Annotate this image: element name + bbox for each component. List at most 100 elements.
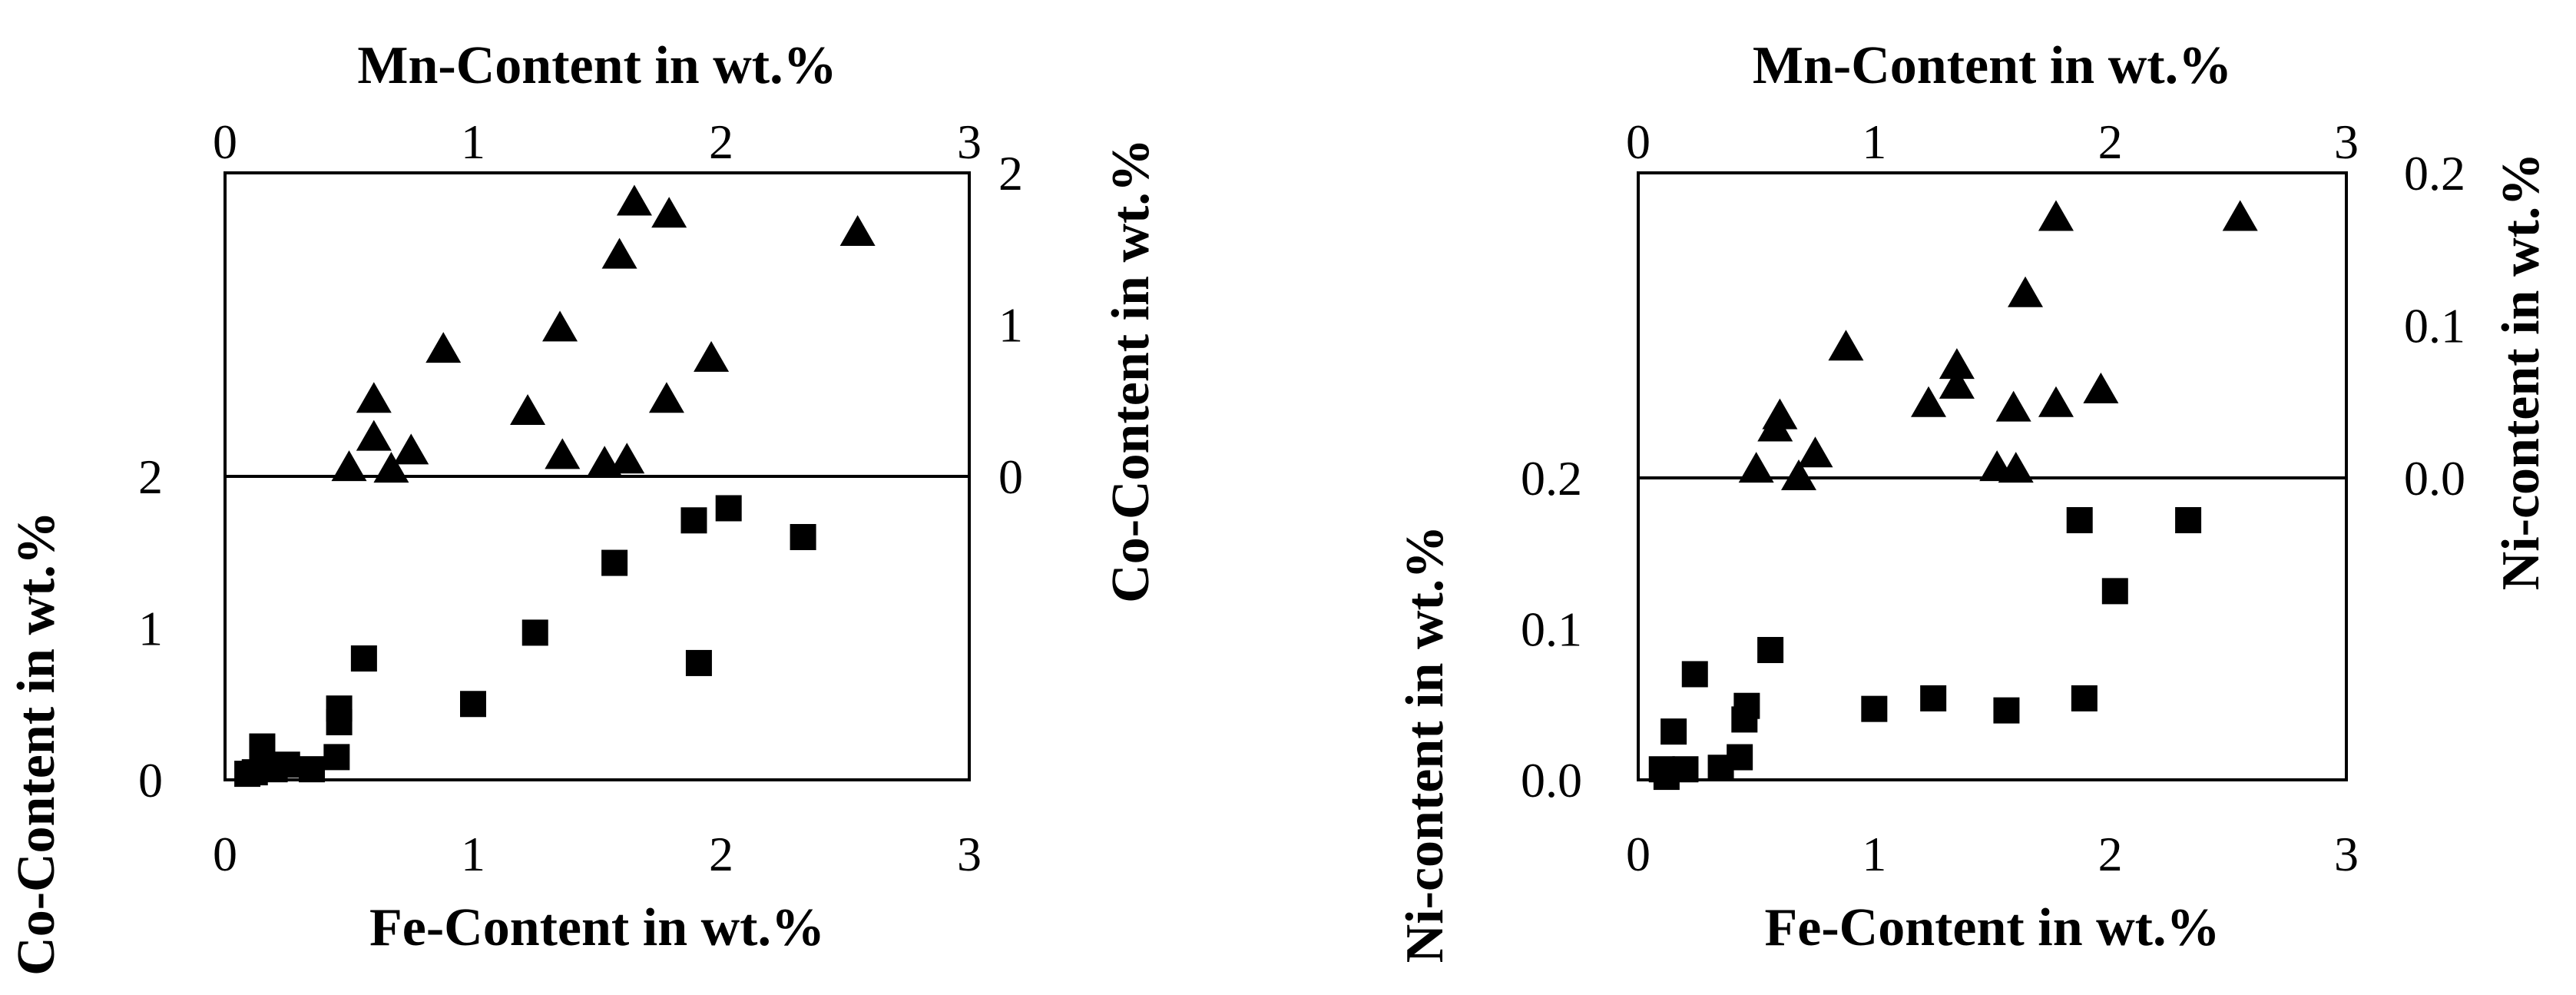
- data-point-triangle: [2083, 372, 2119, 403]
- data-point-square: [1727, 744, 1753, 771]
- data-point-square: [685, 649, 712, 676]
- y-left-axis-title: Co-Content in wt.%: [7, 511, 66, 976]
- y-right-tick-label: 2: [998, 146, 1023, 201]
- data-point-triangle: [648, 382, 684, 413]
- y-right-tick-label: 0.2: [2404, 146, 2465, 201]
- data-point-triangle: [510, 394, 546, 426]
- data-point-square: [273, 751, 300, 778]
- data-point-triangle: [839, 215, 876, 246]
- y-left-tick-label: 0.1: [1521, 602, 1582, 657]
- y-right-axis-title: Ni-content in wt.%: [2492, 153, 2551, 591]
- data-point-triangle: [331, 450, 367, 482]
- x-bottom-axis-title: Fe-Content in wt.%: [369, 898, 825, 957]
- data-point-triangle: [1762, 398, 1798, 430]
- y-right-axis-title: Co-Content in wt.%: [1101, 138, 1161, 603]
- x-top-tick-label: 2: [2098, 114, 2123, 169]
- data-point-triangle: [2008, 276, 2044, 307]
- data-point-square: [1672, 756, 1699, 783]
- data-point-triangle: [1738, 452, 1774, 483]
- data-point-square: [323, 744, 350, 771]
- data-point-square: [521, 619, 548, 646]
- x-top-tick-label: 0: [1626, 114, 1651, 169]
- data-point-square: [601, 549, 628, 576]
- data-point-triangle: [542, 310, 578, 342]
- data-point-triangle: [373, 452, 409, 483]
- data-point-triangle: [616, 184, 652, 216]
- x-top-tick-label: 0: [213, 114, 237, 169]
- series-squares: [1648, 507, 2202, 791]
- data-point-triangle: [393, 433, 429, 465]
- y-left-tick-label: 0: [138, 753, 163, 808]
- data-point-square: [1993, 697, 2020, 724]
- data-point-triangle: [1995, 390, 2031, 422]
- x-bottom-tick-label: 2: [709, 827, 733, 881]
- data-point-square: [2175, 507, 2202, 534]
- data-point-square: [1920, 685, 1947, 711]
- data-point-triangle: [2038, 386, 2074, 417]
- data-point-square: [1660, 718, 1687, 745]
- data-point-square: [2101, 578, 2128, 605]
- data-point-triangle: [1828, 330, 1864, 361]
- y-right-tick-label: 0.1: [2404, 299, 2465, 353]
- data-point-triangle: [2038, 200, 2074, 231]
- series-triangles: [331, 184, 876, 483]
- data-point-triangle: [694, 340, 730, 372]
- x-bottom-tick-label: 1: [461, 827, 485, 881]
- x-top-tick-label: 2: [709, 114, 733, 169]
- data-point-square: [326, 708, 353, 735]
- data-point-triangle: [425, 332, 462, 363]
- x-top-tick-label: 1: [1862, 114, 1886, 169]
- data-point-triangle: [609, 443, 645, 474]
- y-left-tick-label: 0.0: [1521, 753, 1582, 808]
- y-left-axis-title: Ni-content in wt.%: [1396, 526, 1455, 963]
- data-point-square: [350, 645, 377, 672]
- data-point-square: [790, 524, 816, 550]
- data-point-square: [2066, 507, 2093, 534]
- data-point-square: [715, 495, 742, 522]
- x-top-axis-title: Mn-Content in wt.%: [1753, 36, 2232, 95]
- y-left-tick-label: 1: [138, 602, 163, 656]
- series-squares: [234, 495, 816, 788]
- data-point-triangle: [1939, 367, 1975, 399]
- x-bottom-tick-label: 3: [2334, 827, 2359, 881]
- data-point-square: [460, 691, 486, 718]
- y-right-tick-label: 1: [998, 298, 1023, 353]
- x-top-tick-label: 3: [2334, 114, 2359, 169]
- data-point-triangle: [1797, 436, 1833, 468]
- x-bottom-tick-label: 1: [1862, 827, 1886, 881]
- data-point-square: [2071, 685, 2098, 711]
- data-point-triangle: [2222, 200, 2258, 231]
- x-bottom-tick-label: 0: [213, 827, 237, 881]
- data-point-triangle: [1939, 348, 1975, 380]
- chart-panel-right: 0 1 2 3 0 1 2 3 0.0 0.1 0.2 0.0 0.1 0.2 Fe-Content in …: [1396, 36, 2551, 963]
- x-top-axis-title: Mn-Content in wt.%: [357, 36, 836, 95]
- data-point-triangle: [1998, 452, 2034, 483]
- data-point-triangle: [1911, 386, 1947, 417]
- data-point-square: [299, 756, 326, 783]
- x-top-tick-label: 3: [957, 114, 982, 169]
- data-point-square: [1861, 695, 1888, 722]
- x-bottom-axis-title: Fe-Content in wt.%: [1765, 898, 2220, 957]
- data-point-square: [1733, 692, 1760, 719]
- x-bottom-tick-label: 2: [2098, 827, 2123, 881]
- x-bottom-tick-label: 0: [1626, 827, 1651, 881]
- data-point-square: [249, 733, 276, 760]
- y-left-tick-label: 2: [138, 449, 163, 504]
- x-bottom-tick-label: 3: [957, 827, 982, 881]
- series-triangles: [1738, 200, 2258, 490]
- data-point-triangle: [356, 382, 392, 413]
- data-point-triangle: [651, 197, 687, 228]
- data-point-triangle: [601, 237, 637, 269]
- data-point-square: [1757, 637, 1784, 664]
- x-top-tick-label: 1: [461, 114, 485, 169]
- y-right-tick-label: 0: [998, 449, 1023, 504]
- data-point-triangle: [545, 438, 581, 469]
- data-point-triangle: [356, 420, 392, 451]
- y-right-tick-label: 0.0: [2404, 451, 2465, 506]
- data-point-square: [1681, 661, 1708, 688]
- data-point-triangle: [1780, 459, 1816, 490]
- y-left-tick-label: 0.2: [1521, 451, 1582, 506]
